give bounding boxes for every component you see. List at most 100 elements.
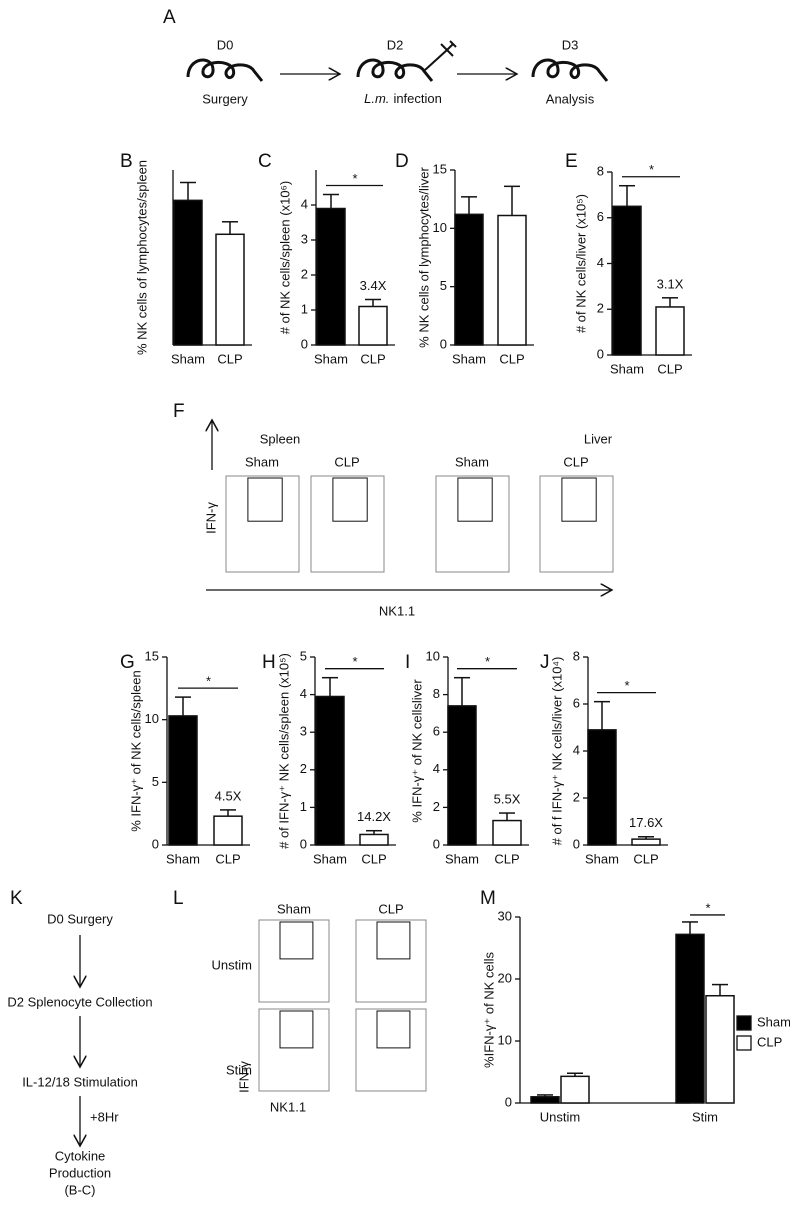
x-tick-label: CLP: [499, 351, 524, 366]
x-tick-label: Sham: [314, 351, 348, 366]
bar: [215, 233, 245, 346]
group-label: Sham: [245, 454, 279, 469]
step-label: IL-12/18 Stimulation: [22, 1074, 138, 1089]
y-tick-label: 2: [573, 789, 580, 804]
bar: [447, 705, 477, 846]
plot-frame: [258, 919, 330, 1003]
bar: [497, 214, 527, 346]
tissue-label: Spleen: [260, 431, 300, 446]
y-tick-label: 1: [301, 301, 308, 316]
gate: [279, 1010, 314, 1049]
error-bar: [712, 983, 728, 996]
step-label-text: infection: [393, 91, 441, 106]
panel-letter: A: [163, 7, 176, 28]
y-tick-label: 5: [440, 278, 447, 293]
day-label: D2: [387, 37, 404, 52]
significance-star: *: [485, 654, 490, 669]
bar: [492, 819, 522, 846]
y-tick-label: 4: [597, 255, 604, 270]
plot-frame: [225, 475, 300, 573]
error-bar: [537, 1094, 553, 1097]
fold-change: 3.1X: [657, 276, 684, 291]
legend-label: CLP: [757, 1034, 782, 1049]
y-tick-label: 0: [505, 1094, 512, 1109]
bar: [316, 207, 346, 346]
y-tick-label: 3: [301, 231, 308, 246]
bar: [530, 1096, 560, 1104]
error-bar: [638, 836, 654, 840]
y-tick-label: 8: [597, 163, 604, 178]
panel-letter: D: [395, 151, 409, 172]
y-tick-label: 2: [301, 266, 308, 281]
legend-swatch: [736, 1015, 752, 1031]
step-label: Cytokine: [55, 1148, 106, 1163]
y-tick-label: 0: [597, 346, 604, 361]
x-tick-label: CLP: [217, 351, 242, 366]
panel-letter: F: [173, 401, 185, 422]
y-axis-label: # of f IFN-γ⁺ NK cells/liver (x10⁴): [549, 657, 564, 846]
gate: [376, 921, 411, 960]
legend-swatch: [736, 1035, 752, 1051]
gate: [376, 1010, 411, 1049]
panel-letter: J: [540, 652, 550, 673]
y-tick-label: 6: [597, 209, 604, 224]
step-label: D0 Surgery: [47, 911, 113, 926]
mouse-icon: [356, 58, 434, 82]
significance-star: *: [206, 674, 211, 689]
mouse-icon: [531, 58, 609, 82]
y-tick-label: 8: [433, 686, 440, 701]
y-tick-label: 4: [433, 761, 440, 776]
plot-frame: [539, 475, 614, 573]
gate: [247, 477, 283, 522]
significance-star: *: [624, 678, 629, 693]
error-bar: [461, 196, 477, 215]
y-tick-label: 10: [426, 648, 440, 663]
bar: [213, 815, 243, 846]
column-label: Sham: [277, 901, 311, 916]
y-axis-label: % IFN-γ⁺ of NK cells/spleen: [128, 670, 143, 831]
error-bar: [499, 812, 515, 821]
group-label: CLP: [334, 454, 359, 469]
y-tick-label: 6: [573, 695, 580, 710]
error-bar: [662, 297, 678, 307]
plot-frame: [435, 475, 510, 573]
y-tick-label: 4: [573, 742, 580, 757]
error-bar: [619, 184, 635, 207]
y-tick-label: 30: [498, 908, 512, 923]
y-tick-label: 10: [145, 711, 159, 726]
bar: [631, 838, 661, 846]
fold-change: 3.4X: [360, 278, 387, 293]
error-bar: [222, 221, 238, 235]
bar: [359, 833, 389, 846]
step-label: Surgery: [202, 91, 248, 106]
panel-letter: C: [258, 151, 272, 172]
bar: [587, 729, 617, 846]
gate: [332, 477, 368, 522]
bar: [655, 306, 685, 356]
y-tick-label: 4: [300, 686, 307, 701]
y-tick-label: 15: [145, 648, 159, 663]
y-axis-label: IFN-γ: [236, 1061, 251, 1093]
y-tick-label: 10: [498, 1032, 512, 1047]
x-tick-label: Unstim: [540, 1109, 580, 1124]
panel-letter: K: [10, 888, 23, 909]
error-bar: [175, 696, 191, 716]
significance-star: *: [352, 654, 357, 669]
y-tick-label: 2: [433, 799, 440, 814]
y-tick-label: 1: [300, 799, 307, 814]
legend-label: Sham: [757, 1014, 790, 1029]
gate: [561, 477, 597, 522]
error-bar: [454, 676, 470, 706]
step-label: Analysis: [546, 91, 595, 106]
tissue-label: Liver: [584, 431, 613, 446]
step-label: L.m. infection: [364, 91, 442, 106]
gate: [457, 477, 493, 522]
error-bar: [504, 185, 520, 216]
bar: [560, 1075, 590, 1104]
y-axis-label: % IFN-γ⁺ of NK cellsliver: [409, 679, 424, 823]
y-tick-label: 0: [440, 336, 447, 351]
bar: [705, 994, 735, 1104]
bar: [675, 933, 705, 1104]
step-label: D2 Splenocyte Collection: [7, 994, 152, 1009]
